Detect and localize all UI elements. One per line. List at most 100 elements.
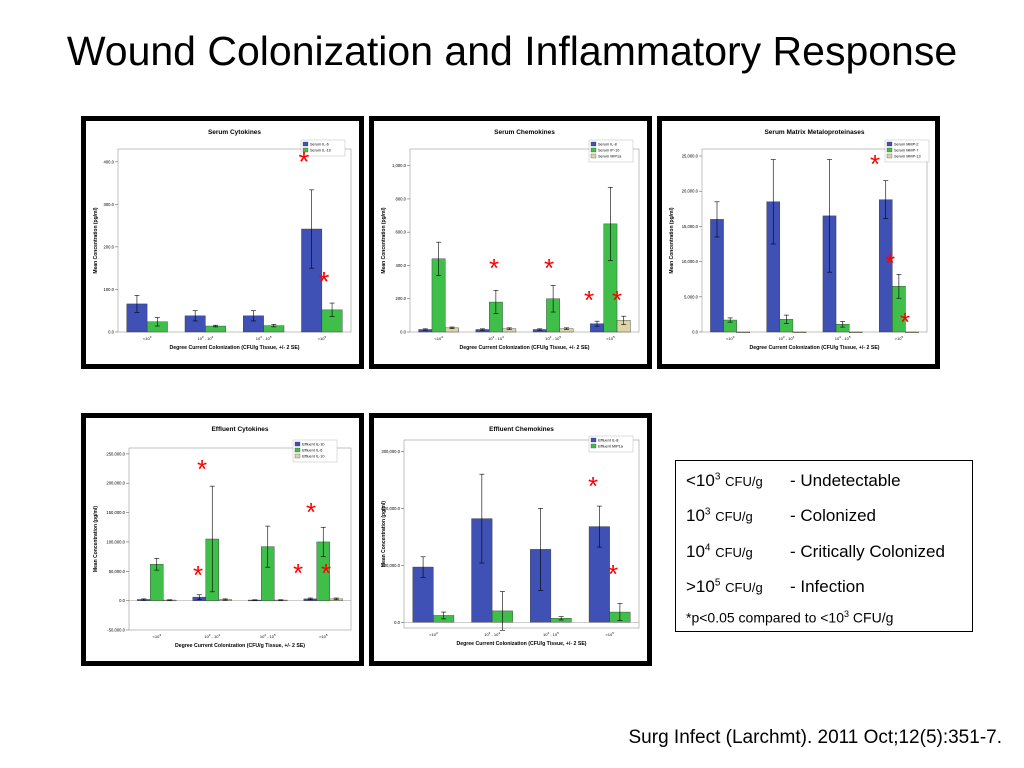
x-tick-label: 103 - 104: [488, 335, 504, 341]
x-tick-label: >105: [318, 335, 327, 341]
legend-label: Effluent IL-6: [302, 449, 322, 453]
x-axis-label: Degree Current Colonization (CFU/g Tissu…: [169, 345, 299, 351]
key-prefix: 10: [686, 506, 705, 525]
y-tick-label: 150,000.0: [106, 510, 125, 515]
y-tick-label: 100.0: [104, 287, 115, 292]
chart-legend: [292, 439, 338, 463]
significance-star: *: [900, 307, 910, 337]
bar-tan: [905, 331, 919, 334]
note-prefix: *p<0.05 compared to <10: [686, 609, 845, 626]
chart-legend: [884, 139, 930, 163]
y-tick-label: 100,000.0: [106, 539, 125, 544]
key-exponent: 3: [714, 471, 721, 483]
y-tick-label: 20,000.0: [682, 189, 699, 194]
y-tick-label: 250,000.0: [106, 451, 125, 456]
legend-swatch: [590, 141, 597, 147]
x-tick-label: >105: [605, 631, 614, 637]
legend-label: Serum IL-6: [310, 143, 329, 147]
chart-panel-serum-mmp: Serum Matrix Metaloproteinases 0.0 5,000.0…: [662, 121, 935, 364]
chart-legend: [300, 139, 346, 157]
chart-effluent-chemokines: Effluent Chemokines 0.0 100,000.0 200,000.0…: [381, 426, 640, 647]
x-tick-label: 104 - 105: [545, 335, 561, 341]
legend-swatch: [590, 437, 597, 443]
x-tick-label: 104 - 105: [260, 633, 276, 639]
x-axis-label: Degree Current Colonization (CFU/g Tissu…: [459, 345, 589, 351]
chart-panel-serum-chemokines: Serum Chemokines 0.0 200.0 400.0 600.0 800.0 1…: [374, 121, 647, 364]
y-tick-label: 0.0: [400, 330, 406, 335]
chart-title: Effluent Chemokines: [489, 426, 554, 433]
y-tick-label: 25,000.0: [682, 154, 699, 159]
significance-star: *: [321, 558, 331, 588]
y-tick-label: 50,000.0: [109, 569, 126, 574]
legend-swatch: [294, 453, 301, 459]
y-tick-label: -50,000.0: [107, 628, 125, 633]
key-exponent: 5: [714, 577, 721, 589]
y-axis-label: Mean Concentration (pg/ml): [669, 207, 675, 273]
legend-swatch: [302, 141, 309, 147]
key-exponent: 3: [704, 506, 711, 518]
significance-star: *: [489, 253, 499, 283]
significance-star: *: [612, 285, 622, 315]
legend-label: Serum MMP-13: [894, 155, 921, 159]
x-axis-label: Degree Current Colonization (CFU/g Tissu…: [749, 345, 879, 351]
key-description: - Undetectable: [790, 471, 901, 490]
key-row-colonized: 103 CFU/g - Colonized: [686, 506, 876, 526]
plot-frame: [117, 148, 352, 333]
chart-title: Effluent Cytokines: [211, 426, 268, 433]
chart-panel-serum-cytokines: Serum Cytokines 0.0 100.0 200.0 300.0 400.0 Me…: [86, 121, 359, 364]
chart-serum-mmp: Serum Matrix Metaloproteinases 0.0 5,000.0…: [669, 129, 930, 351]
key-description: - Critically Colonized: [790, 542, 945, 561]
key-unit: CFU/g: [725, 580, 763, 595]
chart-effluent-cytokines: Effluent Cytokines -50,000.0 0.0 50,000.0 10…: [93, 426, 352, 649]
x-tick-label: <103: [143, 335, 152, 341]
legend-label: Effluent MIP1a: [598, 445, 624, 449]
x-tick-label: 104 - 105: [256, 335, 272, 341]
legend-swatch: [302, 147, 309, 153]
x-tick-label: >105: [606, 335, 615, 341]
legend-swatch: [294, 447, 301, 453]
plot-frame: [403, 439, 640, 629]
significance-star: *: [885, 248, 895, 278]
y-tick-label: 800.0: [396, 196, 407, 201]
significance-star: *: [608, 559, 618, 589]
chart-title: Serum Chemokines: [494, 129, 555, 136]
y-axis-label: Mean Concentration (pg/ml): [381, 207, 387, 273]
x-tick-label: 103 - 104: [197, 335, 213, 341]
key-unit: CFU/g: [725, 474, 763, 489]
y-tick-label: 0.0: [119, 598, 125, 603]
x-tick-label: 104 - 105: [543, 631, 559, 637]
bar-tan: [848, 331, 863, 334]
x-tick-label: <103: [434, 335, 443, 341]
key-row-infection: >105 CFU/g - Infection: [686, 577, 865, 597]
x-tick-label: >105: [895, 335, 904, 341]
chart-title: Serum Cytokines: [208, 129, 261, 136]
chart-legend: [588, 435, 634, 453]
legend-swatch: [294, 441, 301, 447]
y-axis-label: Mean Concentration (pg/ml): [93, 506, 99, 572]
key-prefix: >10: [686, 577, 715, 596]
legend-label: Serum MMP-7: [894, 149, 918, 153]
x-tick-label: 104 - 105: [835, 335, 851, 341]
y-axis-label: Mean Concentration (pg/ml): [93, 207, 99, 273]
key-unit: CFU/g: [715, 545, 753, 560]
x-axis-label: Degree Current Colonization (CFU/g Tissu…: [175, 643, 305, 649]
legend-label: Serum IL-8: [598, 143, 617, 147]
significance-star: *: [544, 253, 554, 283]
key-unit: CFU/g: [715, 509, 753, 524]
chart-title: Serum Matrix Metaloproteinases: [764, 129, 864, 136]
y-tick-label: 200,000.0: [106, 481, 125, 486]
plot-frame: [128, 447, 352, 631]
chart-serum-chemokines: Serum Chemokines 0.0 200.0 400.0 600.0 800.0 1…: [381, 129, 640, 351]
legend-label: Effluent IL-10: [302, 455, 325, 459]
legend-swatch: [886, 141, 893, 147]
key-prefix: 10: [686, 542, 705, 561]
chart-serum-cytokines: Serum Cytokines 0.0 100.0 200.0 300.0 400.0 Me…: [93, 129, 352, 351]
bar-tan: [792, 331, 807, 334]
chart-panel-effluent-chemokines: Effluent Chemokines 0.0 100,000.0 200,000.0…: [374, 418, 647, 661]
y-tick-label: 1,000.0: [392, 163, 407, 168]
significance-star: *: [197, 454, 207, 484]
y-tick-label: 200.0: [104, 244, 115, 249]
key-description: - Colonized: [790, 506, 876, 525]
x-tick-label: 103 - 104: [778, 335, 794, 341]
slide-title: Wound Colonization and Inflammatory Resp…: [66, 28, 958, 74]
